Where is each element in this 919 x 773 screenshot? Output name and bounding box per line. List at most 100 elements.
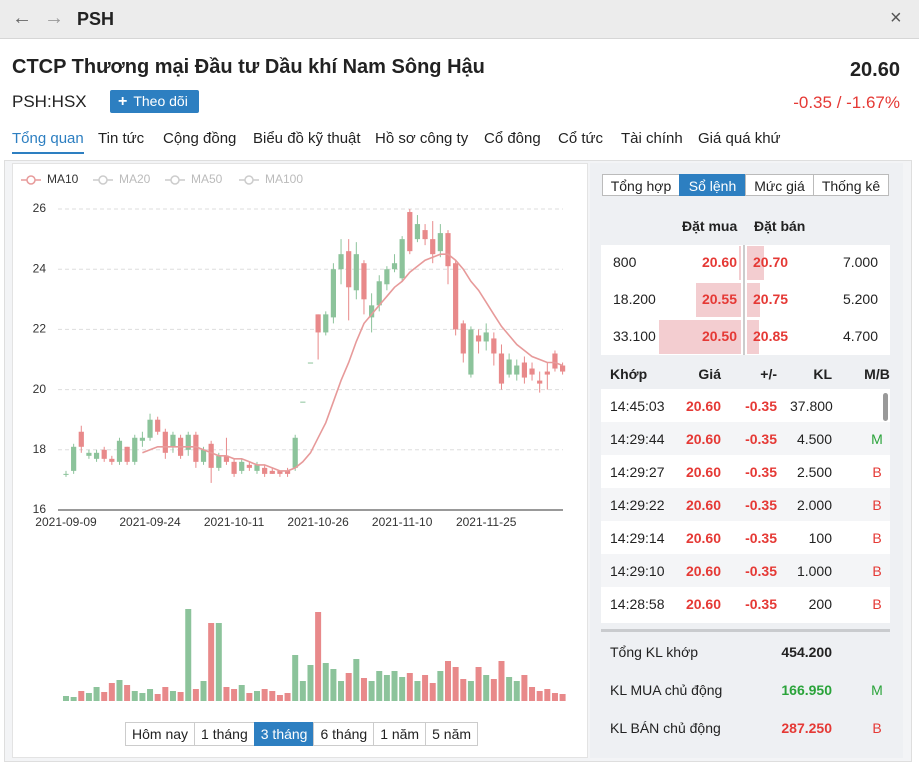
summary-value: 287.250 <box>781 720 832 736</box>
trade-change: -0.35 <box>745 398 777 414</box>
trade-time: 14:29:14 <box>610 530 665 546</box>
trade-time: 14:28:58 <box>610 596 665 612</box>
tab[interactable]: Giá quá khứ <box>698 130 781 147</box>
candle-body <box>63 473 69 475</box>
range-button[interactable]: 5 năm <box>425 722 479 746</box>
forward-button[interactable]: → <box>44 7 64 29</box>
volume-bar <box>368 681 375 701</box>
ask-volume: 5.200 <box>842 291 878 307</box>
volume-bar <box>177 692 184 701</box>
trade-side: B <box>872 563 882 579</box>
tab[interactable]: Cổ đông <box>484 130 541 147</box>
trade-side: B <box>872 497 882 513</box>
volume-bar <box>353 659 360 701</box>
candle-body <box>537 380 543 384</box>
tab[interactable]: Biểu đồ kỹ thuật <box>253 130 361 147</box>
panel-tab[interactable]: Tổng hợp <box>602 174 680 196</box>
ask-price: 20.85 <box>753 328 789 344</box>
summary-divider <box>601 629 890 632</box>
volume-bar <box>246 693 253 701</box>
tab[interactable]: Hồ sơ công ty <box>375 130 469 147</box>
candle-body <box>430 239 436 255</box>
ma-line <box>142 253 563 472</box>
volume-bar <box>307 665 314 701</box>
candle-body <box>353 254 359 291</box>
follow-button[interactable]: + Theo dõi <box>110 90 199 113</box>
back-button[interactable]: ← <box>12 7 32 29</box>
candle-body <box>560 365 566 372</box>
candle-body <box>330 269 336 318</box>
range-button[interactable]: 3 tháng <box>253 722 315 746</box>
bid-volume: 18.200 <box>613 291 656 307</box>
trade-time: 14:29:27 <box>610 464 665 480</box>
volume-bar <box>483 675 490 701</box>
volume-bar <box>521 675 528 701</box>
trade-change: -0.35 <box>745 563 777 579</box>
volume-bar <box>460 679 467 701</box>
volume-bar <box>498 661 505 701</box>
volume-bar <box>330 669 337 701</box>
tab[interactable]: Cổ tức <box>558 130 604 147</box>
tab[interactable]: Tổng quan <box>12 130 84 154</box>
volume-bar <box>85 693 92 701</box>
volume-bar <box>551 693 558 701</box>
ask-price: 20.70 <box>753 254 789 270</box>
trade-volume: 200 <box>808 596 832 612</box>
tab-bar: Tổng quan Tin tức Cộng đồng Biểu đồ kỹ thuậ… <box>0 128 919 154</box>
candle-body <box>147 419 153 438</box>
trade-side: M <box>871 431 883 447</box>
candle-body <box>521 362 527 378</box>
follow-label: Theo dõi <box>133 93 188 109</box>
volume-bar <box>422 675 429 701</box>
range-button[interactable]: 1 tháng <box>194 722 255 746</box>
bid-price: 20.55 <box>701 291 737 307</box>
candle-body <box>139 437 145 441</box>
volume-bar <box>429 683 436 701</box>
candle-body <box>468 329 474 375</box>
summary-side: M <box>871 682 883 698</box>
tab[interactable]: Cộng đồng <box>163 130 237 147</box>
volume-bar <box>200 681 207 701</box>
volume-bar <box>292 655 299 701</box>
volume-bar <box>490 679 497 701</box>
bid-volume: 33.100 <box>613 328 656 344</box>
bid-price: 20.60 <box>701 254 737 270</box>
x-tick-label: 2021-11-25 <box>456 515 517 529</box>
candle-body <box>422 230 428 240</box>
volume-bar <box>169 691 176 701</box>
trades-header: +/- <box>760 366 777 382</box>
tab[interactable]: Tin tức <box>98 130 145 147</box>
window-title: PSH <box>77 9 115 29</box>
tab[interactable]: Tài chính <box>621 130 683 147</box>
candle-body <box>246 464 252 468</box>
trade-price: 20.60 <box>685 497 721 513</box>
volume-bar <box>475 667 482 701</box>
candle-body <box>453 263 459 330</box>
volume-bar <box>208 623 215 701</box>
volume-bar <box>414 681 421 701</box>
trade-price: 20.60 <box>685 530 721 546</box>
candle-body <box>300 401 306 403</box>
panel-tab[interactable]: Thống kê <box>813 174 889 196</box>
trade-volume: 4.500 <box>796 431 832 447</box>
candle-body <box>407 212 413 252</box>
range-button[interactable]: Hôm nay <box>125 722 196 746</box>
volume-bar <box>315 612 322 701</box>
bid-bar <box>695 283 741 317</box>
volume-bar <box>231 689 238 701</box>
volume-bar <box>399 677 406 701</box>
candle-body <box>460 323 466 354</box>
panel-tab[interactable]: Sổ lệnh <box>679 174 746 196</box>
range-button[interactable]: 1 năm <box>373 722 427 746</box>
close-button[interactable]: × <box>890 7 902 29</box>
volume-bar <box>116 680 123 701</box>
candle-body <box>193 434 199 462</box>
candle-body <box>544 371 550 375</box>
volume-bar <box>284 693 291 701</box>
summary-side: B <box>872 720 882 736</box>
scrollbar[interactable] <box>883 393 888 421</box>
range-button[interactable]: 6 tháng <box>313 722 375 746</box>
panel-tab[interactable]: Mức giá <box>745 174 814 196</box>
candle-body <box>269 470 275 474</box>
x-tick-label: 2021-10-11 <box>204 515 265 529</box>
